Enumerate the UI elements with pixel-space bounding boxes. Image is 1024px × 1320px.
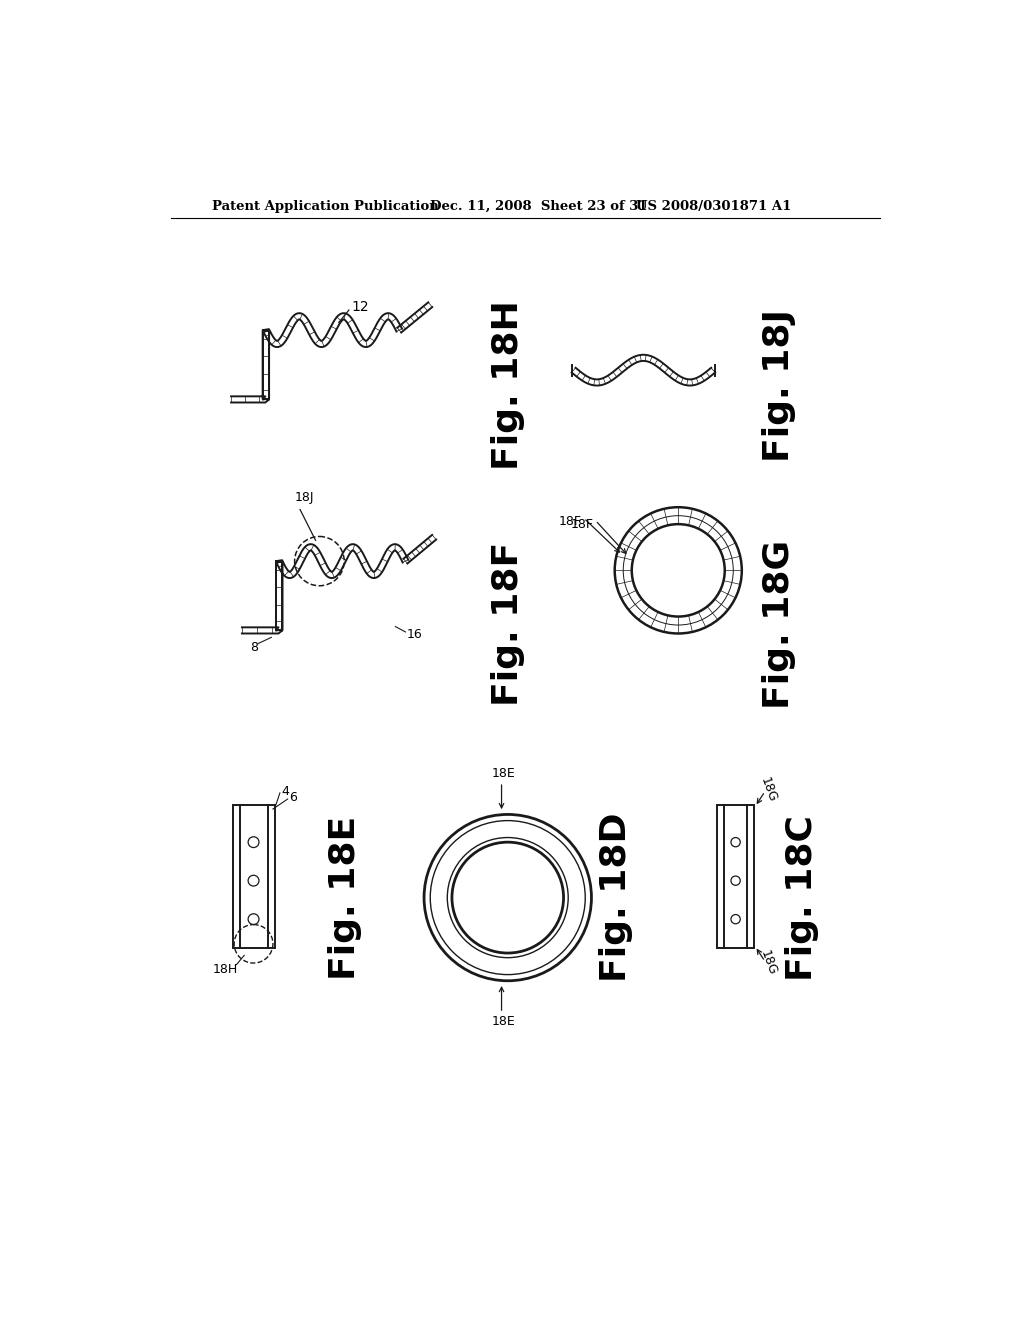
Text: 4: 4 xyxy=(282,785,290,797)
Text: 12: 12 xyxy=(351,300,369,314)
Bar xyxy=(232,805,275,948)
Text: 6: 6 xyxy=(289,791,297,804)
Text: 18G: 18G xyxy=(758,949,779,977)
Text: Dec. 11, 2008  Sheet 23 of 31: Dec. 11, 2008 Sheet 23 of 31 xyxy=(430,199,648,213)
Text: Fig. 18C: Fig. 18C xyxy=(785,814,819,981)
Text: 18E: 18E xyxy=(492,1015,515,1028)
Text: Fig. 18J: Fig. 18J xyxy=(762,309,796,462)
Bar xyxy=(717,805,755,948)
Text: 18F: 18F xyxy=(570,517,594,531)
Text: Fig. 18F: Fig. 18F xyxy=(490,543,524,706)
Text: US 2008/0301871 A1: US 2008/0301871 A1 xyxy=(636,199,791,213)
Text: Fig. 18G: Fig. 18G xyxy=(762,540,796,709)
Text: 18F: 18F xyxy=(559,515,583,528)
Text: 8: 8 xyxy=(250,640,258,653)
Text: Fig. 18D: Fig. 18D xyxy=(599,813,633,982)
Text: 18E: 18E xyxy=(492,767,515,780)
Text: 18J: 18J xyxy=(294,491,313,504)
Text: Fig. 18E: Fig. 18E xyxy=(328,816,362,979)
Text: 18H: 18H xyxy=(212,962,238,975)
Text: 16: 16 xyxy=(407,628,423,640)
Text: 18G: 18G xyxy=(758,776,779,804)
Text: Patent Application Publication: Patent Application Publication xyxy=(212,199,438,213)
Text: Fig. 18H: Fig. 18H xyxy=(490,301,524,470)
